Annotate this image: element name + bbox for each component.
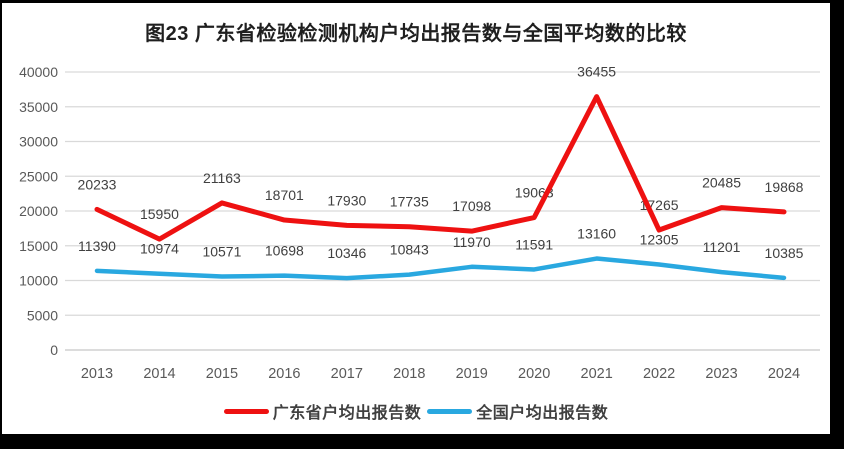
legend-item-guangdong: 广东省户均出报告数 xyxy=(223,399,422,423)
x-tick-label: 2019 xyxy=(456,366,488,382)
chart-legend: 广东省户均出报告数 全国户均出报告数 xyxy=(2,399,830,423)
data-label: 20485 xyxy=(702,175,741,191)
data-label: 21163 xyxy=(203,170,241,186)
x-tick-label: 2017 xyxy=(331,366,363,382)
y-tick-label: 0 xyxy=(50,342,58,358)
x-tick-label: 2013 xyxy=(81,366,113,382)
x-tick-label: 2020 xyxy=(518,366,550,382)
y-tick-label: 20000 xyxy=(19,203,58,219)
data-label: 18701 xyxy=(265,187,304,203)
y-tick-label: 35000 xyxy=(19,99,58,115)
legend-item-national: 全国户均出报告数 xyxy=(427,399,608,423)
y-tick-label: 10000 xyxy=(19,273,58,289)
data-label: 12305 xyxy=(640,231,679,247)
data-label: 19868 xyxy=(765,179,804,195)
legend-swatch-red-line xyxy=(223,408,269,414)
x-tick-label: 2021 xyxy=(581,366,613,382)
data-label: 36455 xyxy=(577,64,616,80)
series-line-guangdong xyxy=(94,94,787,242)
data-label: 10974 xyxy=(140,241,179,257)
data-label: 15950 xyxy=(140,206,179,222)
y-tick-label: 25000 xyxy=(19,168,58,184)
data-label: 11390 xyxy=(78,238,116,254)
data-label: 10346 xyxy=(327,245,366,261)
y-tick-label: 5000 xyxy=(27,307,58,323)
x-tick-label: 2014 xyxy=(143,366,175,382)
y-tick-label: 30000 xyxy=(19,134,58,150)
x-tick-label: 2015 xyxy=(206,366,238,382)
data-label: 11591 xyxy=(515,236,553,252)
data-label: 11970 xyxy=(453,234,491,250)
legend-label-national: 全国户均出报告数 xyxy=(476,405,609,422)
data-label: 17930 xyxy=(327,192,366,208)
series-line-national xyxy=(94,256,787,281)
x-tick-label: 2022 xyxy=(643,366,675,382)
chart-title: 图23 广东省检验检测机构户均出报告数与全国平均数的比较 xyxy=(145,23,687,45)
data-label: 10698 xyxy=(265,243,304,259)
data-label: 17098 xyxy=(452,198,491,214)
x-tick-label: 2018 xyxy=(393,366,425,382)
data-label: 10843 xyxy=(390,242,429,258)
data-label: 11201 xyxy=(703,239,741,255)
data-label: 10571 xyxy=(202,244,241,260)
data-label: 17735 xyxy=(390,194,429,210)
y-tick-label: 40000 xyxy=(19,64,58,80)
y-tick-label: 15000 xyxy=(19,238,58,254)
legend-swatch-blue-line xyxy=(427,408,473,414)
data-label: 10385 xyxy=(765,245,804,261)
line-chart: 0 5000 10000 15000 20000 25000 30000 35000 40000… xyxy=(19,64,820,382)
x-tick-label: 2024 xyxy=(768,366,800,382)
data-label: 13160 xyxy=(577,226,616,242)
legend-label-guangdong: 广东省户均出报告数 xyxy=(272,405,422,422)
data-label: 20233 xyxy=(78,176,117,192)
x-tick-label: 2023 xyxy=(705,366,737,382)
x-tick-label: 2016 xyxy=(268,366,300,382)
